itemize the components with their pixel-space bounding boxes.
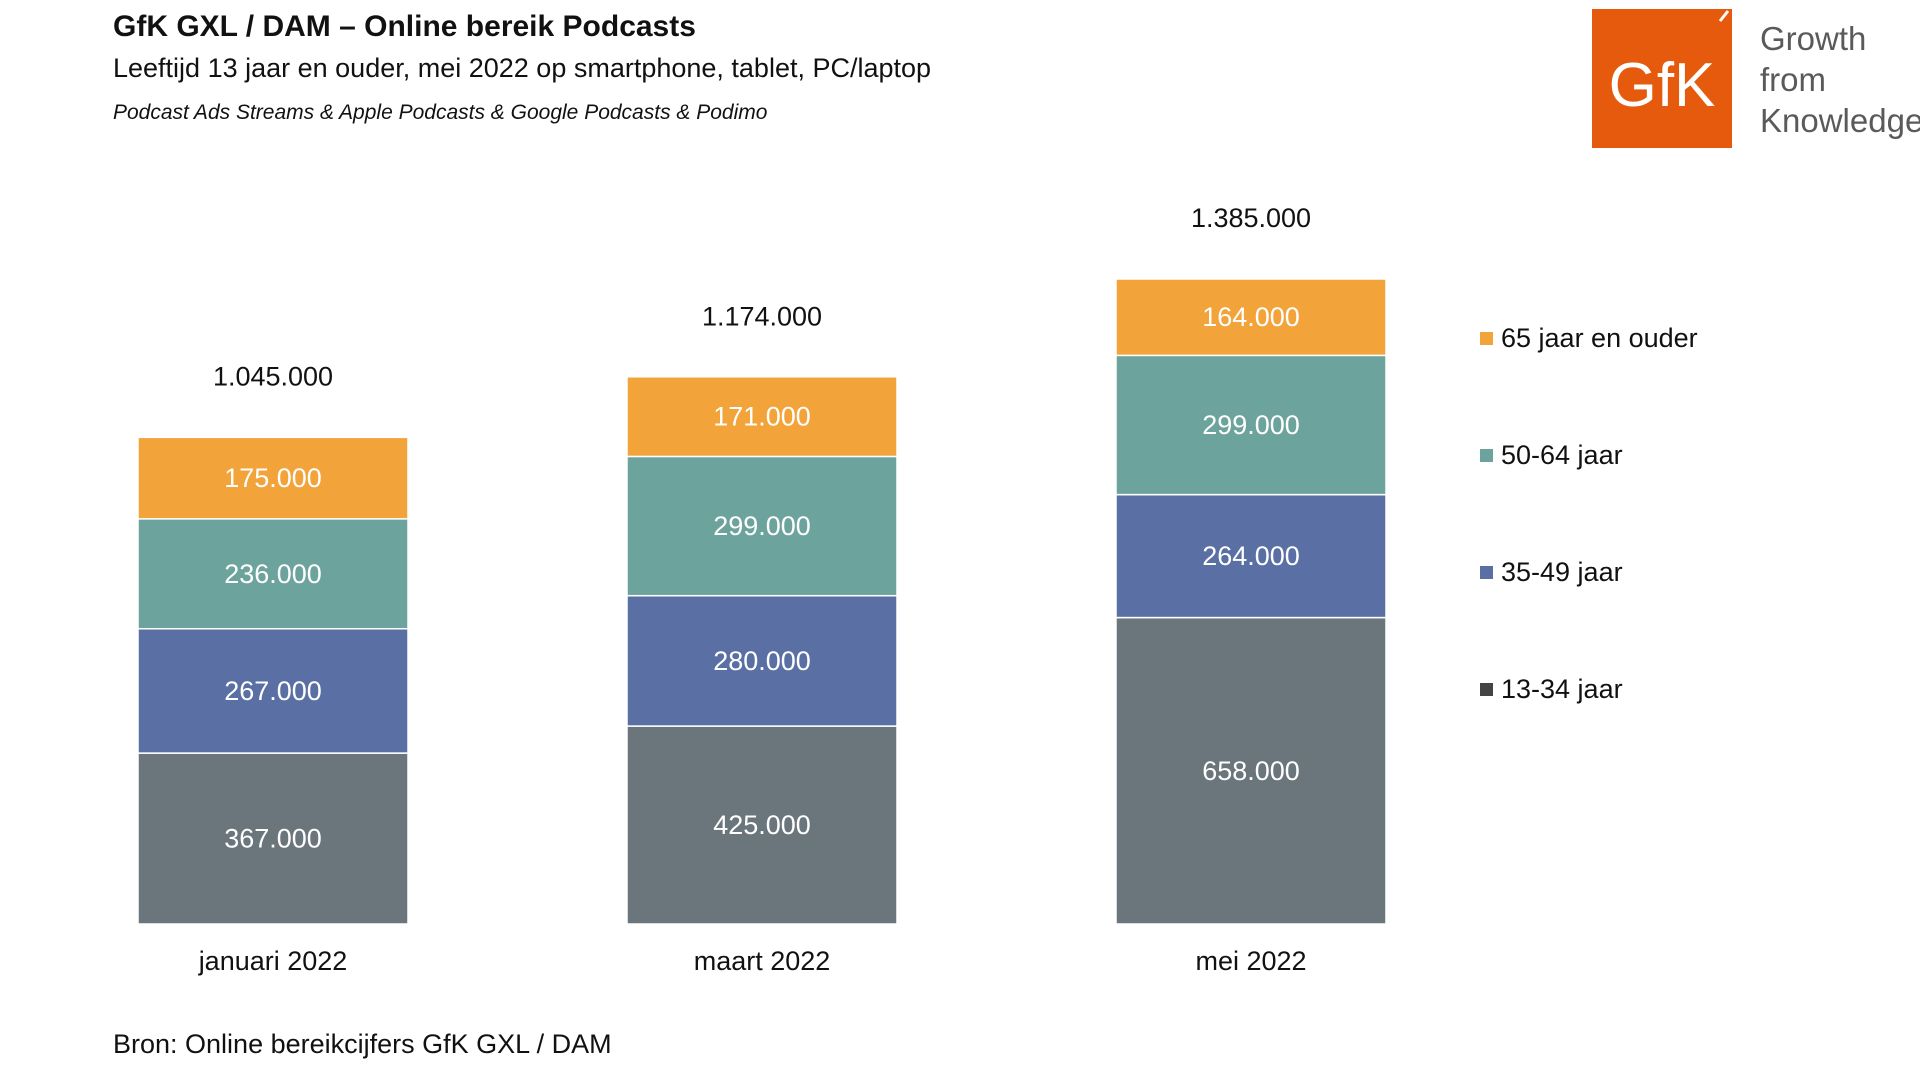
- segment-value-label: 264.000: [1202, 541, 1300, 571]
- x-tick-label: januari 2022: [198, 946, 348, 976]
- gfk-tagline: Growth from Knowledge: [1760, 18, 1920, 141]
- bar-segment: [626, 455, 898, 597]
- legend-item: 50-64 jaar: [1480, 440, 1623, 471]
- segment-value-label: 367.000: [224, 824, 322, 854]
- bar-segment: [626, 376, 898, 458]
- x-tick-label: maart 2022: [694, 946, 831, 976]
- x-tick-label: mei 2022: [1195, 946, 1306, 976]
- bar-segment: [626, 594, 898, 727]
- source-note: Bron: Online bereikcijfers GfK GXL / DAM: [113, 1029, 612, 1059]
- legend-label: 65 jaar en ouder: [1501, 323, 1698, 353]
- segment-value-label: 425.000: [713, 810, 811, 840]
- segment-value-label: 175.000: [224, 463, 322, 493]
- segment-value-label: 164.000: [1202, 302, 1300, 332]
- legend-item: 35-49 jaar: [1480, 557, 1623, 588]
- gfk-logo-background: [1592, 9, 1732, 148]
- bar-segment: [137, 436, 409, 520]
- bar-total-label: 1.385.000: [1191, 203, 1311, 233]
- tagline-line-3: Knowledge: [1760, 102, 1920, 139]
- platforms-note: Podcast Ads Streams & Apple Podcasts & G…: [113, 101, 768, 124]
- legend-swatch: [1480, 566, 1493, 579]
- bar-segment: [1115, 493, 1387, 619]
- chart-title: GfK GXL / DAM – Online bereik Podcasts: [113, 10, 696, 43]
- segment-value-label: 171.000: [713, 402, 811, 432]
- bar-total-label: 1.045.000: [213, 361, 333, 391]
- legend-swatch: [1480, 683, 1493, 696]
- legend-swatch: [1480, 332, 1493, 345]
- segment-value-label: 299.000: [713, 511, 811, 541]
- legend-item: 65 jaar en ouder: [1480, 323, 1698, 354]
- bar-total-label: 1.174.000: [702, 301, 822, 331]
- tagline-line-2: from: [1760, 61, 1826, 98]
- gfk-logo-text: GfK: [1609, 51, 1716, 120]
- chart-subtitle: Leeftijd 13 jaar en ouder, mei 2022 op s…: [113, 53, 932, 83]
- segment-value-label: 267.000: [224, 676, 322, 706]
- bar-segment: [1115, 616, 1387, 925]
- tagline-line-1: Growth: [1760, 20, 1867, 57]
- gfk-logo: GfK: [1592, 9, 1732, 148]
- bar-segment: [1115, 354, 1387, 496]
- bar-segment: [137, 752, 409, 925]
- legend-item: 13-34 jaar: [1480, 674, 1623, 705]
- legend-label: 35-49 jaar: [1501, 557, 1623, 587]
- legend-label: 50-64 jaar: [1501, 440, 1623, 470]
- bar-segment: [137, 627, 409, 754]
- legend-swatch: [1480, 449, 1493, 462]
- segment-value-label: 280.000: [713, 646, 811, 676]
- bar-segment: [137, 518, 409, 630]
- segment-value-label: 658.000: [1202, 756, 1300, 786]
- gfk-logo-tick: [1718, 10, 1730, 22]
- segment-value-label: 299.000: [1202, 410, 1300, 440]
- bar-segment: [1115, 278, 1387, 357]
- legend-label: 13-34 jaar: [1501, 674, 1623, 704]
- segment-value-label: 236.000: [224, 559, 322, 589]
